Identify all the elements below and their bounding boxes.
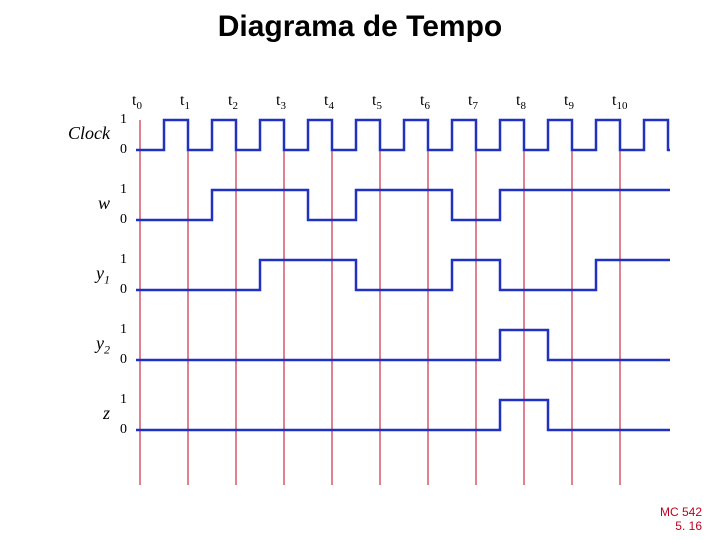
time-label-t7: t7 <box>468 92 478 112</box>
time-label-t3: t3 <box>276 92 286 112</box>
time-label-t1: t1 <box>180 92 190 112</box>
z-level-1: 1 <box>120 392 127 408</box>
time-label-t2: t2 <box>228 92 238 112</box>
footer: MC 542 5. 16 <box>660 506 702 534</box>
time-label-t8: t8 <box>516 92 526 112</box>
time-label-t9: t9 <box>564 92 574 112</box>
z-level-0: 0 <box>120 422 127 438</box>
signal-label-w: w <box>40 193 110 214</box>
y2-level-0: 0 <box>120 352 127 368</box>
Clock-level-1: 1 <box>120 112 127 128</box>
footer-line1: MC 542 <box>660 506 702 520</box>
signal-label-z: z <box>40 403 110 424</box>
y1-level-0: 0 <box>120 282 127 298</box>
Clock-level-0: 0 <box>120 142 127 158</box>
w-level-0: 0 <box>120 212 127 228</box>
timing-diagram: t0t1t2t3t4t5t6t7t8t9t1010Clock10w10y110y… <box>50 85 670 485</box>
w-level-1: 1 <box>120 182 127 198</box>
diagram-title: Diagrama de Tempo <box>0 0 720 44</box>
y2-level-1: 1 <box>120 322 127 338</box>
time-label-t0: t0 <box>132 92 142 112</box>
signal-label-y1: y1 <box>40 263 110 288</box>
time-label-t6: t6 <box>420 92 430 112</box>
time-label-t10: t10 <box>612 92 627 112</box>
time-label-t4: t4 <box>324 92 334 112</box>
footer-line2: 5. 16 <box>660 520 702 534</box>
signal-label-Clock: Clock <box>40 123 110 144</box>
diagram-svg <box>50 85 670 485</box>
y1-level-1: 1 <box>120 252 127 268</box>
signal-label-y2: y2 <box>40 333 110 358</box>
time-label-t5: t5 <box>372 92 382 112</box>
